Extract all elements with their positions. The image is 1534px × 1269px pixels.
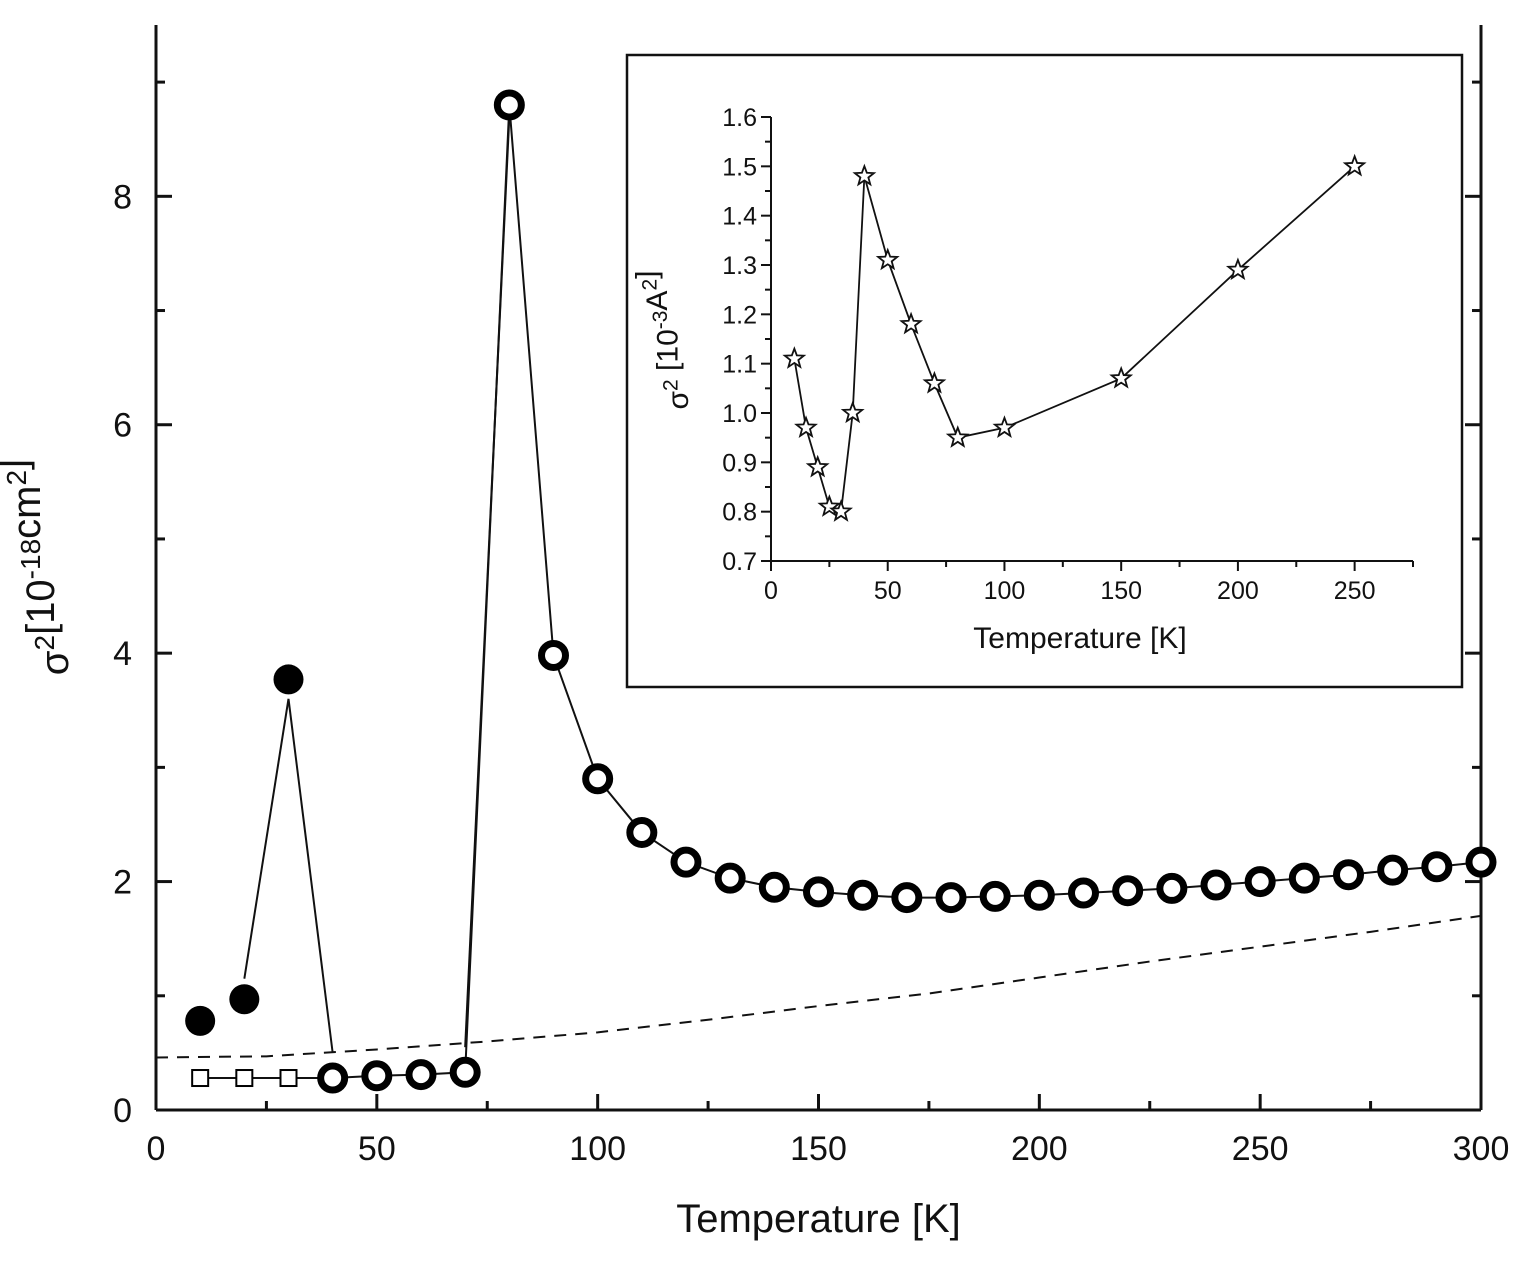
open-circle-point — [758, 871, 790, 903]
inset-x-tick-label: 100 — [984, 577, 1026, 605]
open-circle-point — [847, 879, 879, 911]
open-circle-point — [1112, 875, 1144, 907]
open-square-point — [235, 1069, 254, 1088]
inset-star-point — [852, 163, 877, 187]
open-circle-point — [1156, 872, 1188, 904]
open-circle-point — [626, 816, 658, 848]
open-circle-point — [582, 763, 614, 795]
open-circle-point — [1288, 862, 1320, 894]
x-tick-label: 50 — [358, 1130, 396, 1168]
inset-y-tick-label: 1.5 — [722, 153, 757, 181]
open-circle-point — [935, 882, 967, 914]
inset-x-tick-label: 250 — [1334, 577, 1376, 605]
main-plot: 0 50 100 150 200 250 300 0 2 4 6 8 Temperature [K] σ2… — [0, 25, 1509, 1241]
inset-star-point — [1109, 365, 1134, 389]
x-tick-label: 100 — [569, 1130, 626, 1168]
y-tick-label: 6 — [113, 407, 132, 445]
open-circle-point — [714, 862, 746, 894]
open-square-point — [191, 1069, 210, 1088]
open-circle-point — [538, 639, 569, 671]
open-circle-point — [1200, 869, 1232, 901]
inset-y-tick-label: 1.3 — [722, 252, 757, 280]
open-circle-point — [361, 1060, 393, 1092]
inset-star-point — [782, 346, 807, 369]
filled-circle-point — [185, 1005, 216, 1036]
inset-plot: 0 50 100 150 200 250 0.7 0.8 0.9 1.0 1.1 1.2 1.3 1.4 1… — [625, 53, 1464, 689]
inset-y-tick-label: 1.2 — [722, 301, 757, 329]
inset-y-axis-title: σ2 [10-3A2] — [631, 271, 696, 410]
inset-x-tick-label: 150 — [1100, 577, 1142, 605]
connector-line — [287, 698, 334, 1054]
inset-frame — [625, 53, 1464, 689]
inset-star-point — [875, 247, 900, 271]
open-circle-point — [1333, 859, 1364, 891]
open-circle-point — [803, 876, 834, 908]
x-tick-label: 250 — [1232, 1130, 1289, 1168]
inset-star-point — [899, 311, 924, 335]
open-circle-point — [670, 846, 702, 878]
filled-circle-point — [273, 664, 304, 695]
dashed-fit-line — [155, 914, 1482, 1059]
inset-x-tick-label: 0 — [764, 577, 778, 605]
x-axis-title: Temperature [K] — [676, 1197, 961, 1241]
inset-y-tick-label: 1.4 — [722, 203, 757, 231]
open-circle-point — [1377, 854, 1409, 886]
open-circle-point — [1244, 866, 1276, 898]
y-tick-label: 2 — [113, 864, 132, 902]
y-axis-title: σ2[10-18cm2] — [0, 459, 77, 675]
inset-star-point — [1225, 257, 1250, 281]
open-circle-point — [1421, 851, 1453, 883]
inset-star-point — [840, 400, 865, 424]
y-tick-label: 0 — [113, 1092, 132, 1130]
open-circle-point — [317, 1062, 349, 1094]
inset-star-point — [992, 415, 1017, 438]
open-circle-point — [979, 880, 1011, 912]
inset-x-tick-label: 200 — [1217, 577, 1259, 605]
open-circle-point — [449, 1056, 481, 1088]
inset-star-point — [922, 370, 947, 394]
inset-star-point — [805, 454, 830, 478]
inset-star-point — [794, 415, 818, 438]
inset-y-tick-label: 0.8 — [722, 499, 757, 527]
open-square-point — [279, 1069, 298, 1088]
connector-line — [243, 698, 290, 979]
inset-y-tick-label: 0.9 — [722, 449, 757, 477]
x-tick-label: 300 — [1453, 1130, 1510, 1168]
inset-x-tick-label: 50 — [874, 577, 902, 605]
y-tick-label: 4 — [113, 635, 132, 673]
y-tick-label: 8 — [113, 178, 132, 216]
inset-y-tick-label: 1.1 — [722, 351, 757, 379]
inset-y-tick-label: 1.0 — [722, 400, 757, 428]
open-circle-point — [1023, 879, 1055, 911]
inset-star-point — [817, 494, 842, 517]
inset-y-tick-label: 1.6 — [722, 104, 757, 132]
x-tick-label: 0 — [147, 1130, 166, 1168]
inset-star-point — [945, 425, 970, 448]
open-circle-point — [891, 882, 923, 914]
open-circle-point — [493, 89, 525, 121]
inset-star-point — [1342, 153, 1367, 177]
x-tick-label: 200 — [1011, 1130, 1068, 1168]
open-circle-point — [1465, 846, 1497, 878]
x-tick-label: 150 — [790, 1130, 847, 1168]
filled-circle-point — [229, 984, 260, 1015]
inset-x-axis-title: Temperature [K] — [973, 622, 1186, 655]
inset-star-point — [829, 499, 853, 522]
open-circle-point — [1068, 877, 1099, 909]
open-circle-point — [405, 1059, 437, 1091]
inset-y-tick-label: 0.7 — [722, 548, 757, 576]
